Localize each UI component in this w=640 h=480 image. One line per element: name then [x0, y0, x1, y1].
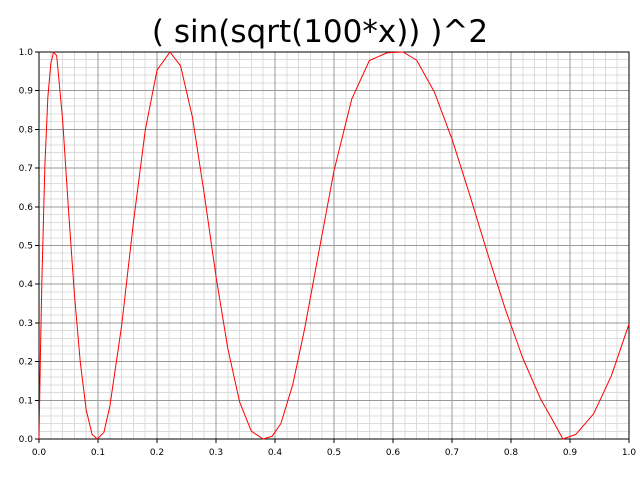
- x-tick-label: 0.5: [327, 448, 341, 458]
- chart-title: ( sin(sqrt(100*x)) )^2: [152, 14, 488, 50]
- x-tick-label: 0.7: [445, 448, 459, 458]
- series-line-0: [38, 51, 630, 440]
- y-tick-label: 1.0: [19, 48, 34, 58]
- x-tick-label: 0.2: [150, 448, 164, 458]
- y-tick-label: 0.2: [19, 358, 33, 368]
- y-tick-label: 0.6: [19, 203, 34, 213]
- major-grid: [39, 52, 629, 439]
- x-tick-label: 0.4: [268, 448, 283, 458]
- y-tick-label: 0.1: [19, 396, 33, 406]
- y-tick-label: 0.4: [19, 280, 34, 290]
- y-axis-ticks: 0.0 0.1 0.2 0.3 0.4 0.5 0.6 0.7 0.8 0.9 1.0: [19, 48, 39, 445]
- x-tick-label: 0.6: [386, 448, 401, 458]
- x-tick-label: 0.1: [91, 448, 105, 458]
- y-tick-label: 0.0: [19, 435, 34, 445]
- y-tick-label: 0.8: [19, 125, 34, 135]
- y-tick-label: 0.9: [19, 87, 34, 97]
- x-tick-label: 0.8: [504, 448, 519, 458]
- series-group: [38, 51, 630, 440]
- y-tick-label: 0.5: [19, 242, 33, 252]
- x-tick-label: 1.0: [622, 448, 637, 458]
- x-tick-label: 0.3: [209, 448, 223, 458]
- x-axis-ticks: 0.0 0.1 0.2 0.3 0.4 0.5 0.6 0.7 0.8 0.9 1.0: [32, 439, 637, 458]
- y-tick-label: 0.3: [19, 319, 33, 329]
- x-tick-label: 0.0: [32, 448, 47, 458]
- y-tick-label: 0.7: [19, 164, 33, 174]
- x-tick-label: 0.9: [563, 448, 578, 458]
